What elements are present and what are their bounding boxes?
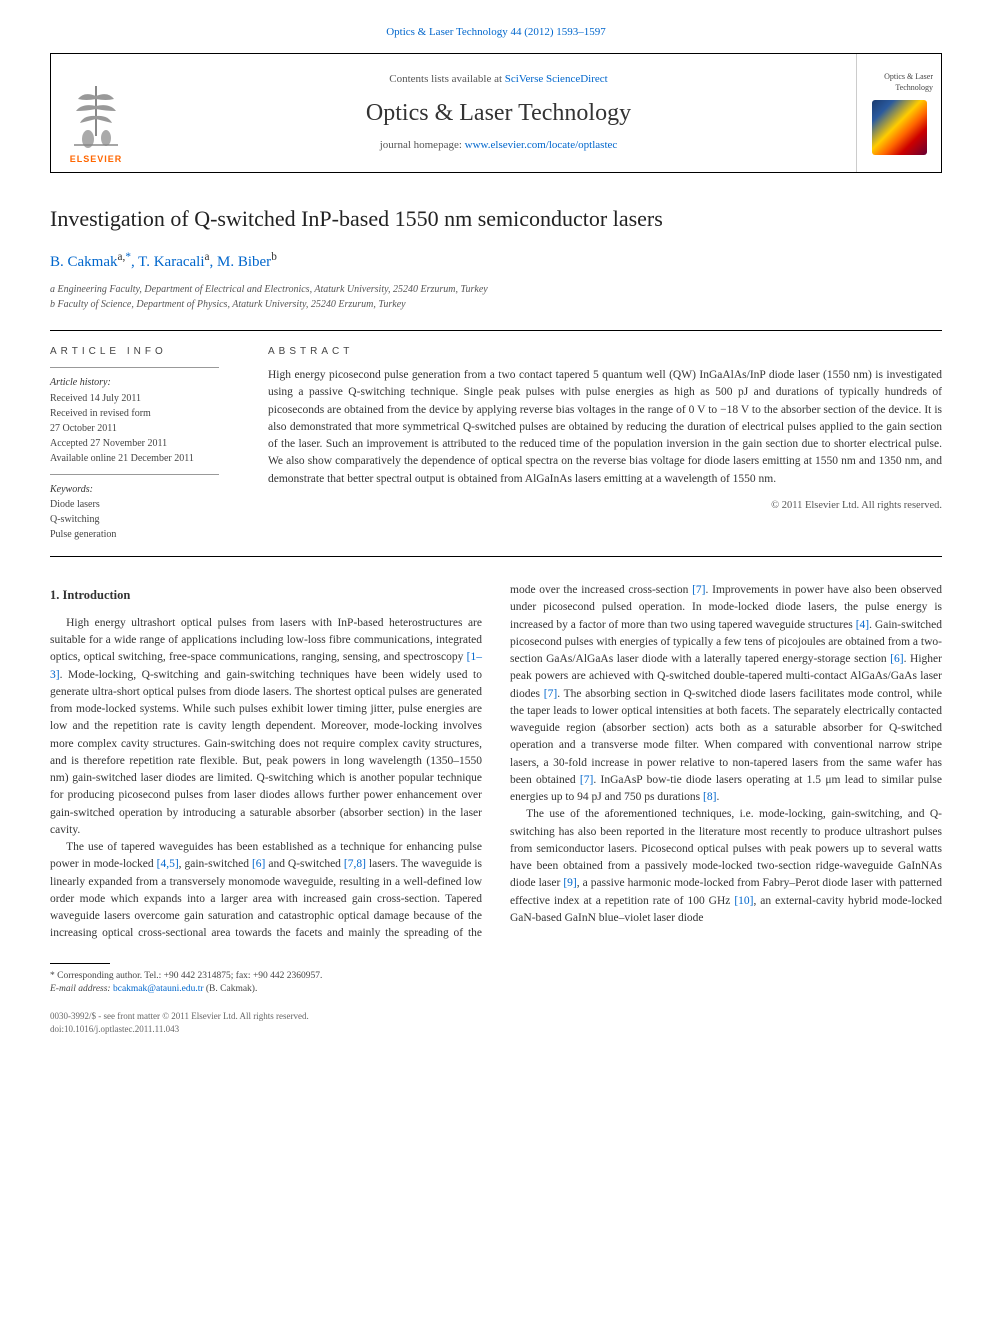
- email-suffix: (B. Cakmak).: [204, 984, 258, 994]
- history-item: Available online 21 December 2011: [50, 451, 238, 466]
- aff-sup-3: b: [271, 251, 277, 263]
- cover-title-line2: Technology: [861, 82, 937, 94]
- journal-name: Optics & Laser Technology: [141, 96, 856, 131]
- history-item: Received in revised form: [50, 406, 238, 421]
- body-text: and Q-switched: [265, 858, 344, 870]
- abstract-text: High energy picosecond pulse generation …: [268, 367, 942, 488]
- author-list: B. Cakmaka,*, T. Karacalia, M. Biberb: [50, 249, 942, 274]
- body-text: High energy ultrashort optical pulses fr…: [50, 617, 482, 664]
- citation-link[interactable]: [7]: [544, 688, 557, 700]
- homepage-line: journal homepage: www.elsevier.com/locat…: [141, 138, 856, 154]
- issn-line: 0030-3992/$ - see front matter © 2011 El…: [50, 1010, 942, 1023]
- top-citation-link[interactable]: Optics & Laser Technology 44 (2012) 1593…: [50, 25, 942, 41]
- footnote-separator: [50, 963, 110, 964]
- citation-link[interactable]: [7,8]: [344, 858, 366, 870]
- history-item: 27 October 2011: [50, 421, 238, 436]
- body-columns: 1. Introduction High energy ultrashort o…: [50, 582, 942, 943]
- citation-link[interactable]: [10]: [734, 895, 753, 907]
- affiliations: a Engineering Faculty, Department of Ele…: [50, 282, 942, 312]
- author-link-3[interactable]: , M. Biber: [210, 254, 272, 270]
- body-paragraph: The use of the aforementioned techniques…: [510, 806, 942, 927]
- article-title: Investigation of Q-switched InP-based 15…: [50, 203, 942, 235]
- citation-link[interactable]: [7]: [580, 774, 593, 786]
- header-center: Contents lists available at SciVerse Sci…: [141, 54, 856, 172]
- email-link[interactable]: bcakmak@atauni.edu.tr: [113, 984, 204, 994]
- history-label: Article history:: [50, 376, 238, 391]
- info-abstract-row: ARTICLE INFO Article history: Received 1…: [50, 330, 942, 558]
- homepage-prefix: journal homepage:: [380, 139, 465, 151]
- citation-link[interactable]: [9]: [563, 877, 576, 889]
- info-divider-2: [50, 474, 219, 475]
- email-label: E-mail address:: [50, 984, 113, 994]
- abstract-label: ABSTRACT: [268, 345, 942, 360]
- history-item: Received 14 July 2011: [50, 391, 238, 406]
- history-items: Received 14 July 2011 Received in revise…: [50, 391, 238, 466]
- citation-link[interactable]: [8]: [703, 791, 716, 803]
- affiliation-b: b Faculty of Science, Department of Phys…: [50, 297, 942, 312]
- cover-image-icon: [872, 100, 927, 155]
- journal-cover-thumbnail[interactable]: Optics & Laser Technology: [856, 54, 941, 172]
- homepage-link[interactable]: www.elsevier.com/locate/optlastec: [465, 139, 618, 151]
- journal-header: ELSEVIER Contents lists available at Sci…: [50, 53, 942, 173]
- body-paragraph: High energy ultrashort optical pulses fr…: [50, 615, 482, 839]
- elsevier-wordmark: ELSEVIER: [70, 153, 123, 166]
- body-text: , gain-switched: [179, 858, 252, 870]
- keyword-item: Q-switching: [50, 512, 238, 527]
- keywords-items: Diode lasers Q-switching Pulse generatio…: [50, 497, 238, 542]
- sciencedirect-link[interactable]: SciVerse ScienceDirect: [505, 73, 608, 85]
- citation-link[interactable]: [6]: [252, 858, 265, 870]
- article-info-panel: ARTICLE INFO Article history: Received 1…: [50, 331, 250, 557]
- elsevier-tree-icon: [66, 81, 126, 151]
- body-text: . Mode-locking, Q-switching and gain-swi…: [50, 669, 482, 836]
- email-line: E-mail address: bcakmak@atauni.edu.tr (B…: [50, 983, 942, 996]
- affiliation-a: a Engineering Faculty, Department of Ele…: [50, 282, 942, 297]
- info-divider-1: [50, 367, 219, 368]
- body-text: . The absorbing section in Q-switched di…: [510, 688, 942, 786]
- footer-meta: 0030-3992/$ - see front matter © 2011 El…: [50, 1010, 942, 1035]
- citation-link[interactable]: [4]: [856, 619, 869, 631]
- cover-title-line1: Optics & Laser: [861, 71, 937, 83]
- article-info-label: ARTICLE INFO: [50, 345, 238, 360]
- elsevier-logo[interactable]: ELSEVIER: [51, 54, 141, 172]
- author-link-2[interactable]: , T. Karacali: [131, 254, 205, 270]
- history-item: Accepted 27 November 2011: [50, 436, 238, 451]
- citation-link[interactable]: [6]: [890, 653, 903, 665]
- contents-prefix: Contents lists available at: [389, 73, 504, 85]
- abstract-copyright: © 2011 Elsevier Ltd. All rights reserved…: [268, 498, 942, 513]
- doi-line: doi:10.1016/j.optlastec.2011.11.043: [50, 1023, 942, 1036]
- abstract-panel: ABSTRACT High energy picosecond pulse ge…: [250, 331, 942, 557]
- section-1-heading: 1. Introduction: [50, 586, 482, 605]
- keyword-item: Diode lasers: [50, 497, 238, 512]
- contents-available-line: Contents lists available at SciVerse Sci…: [141, 72, 856, 88]
- keyword-item: Pulse generation: [50, 527, 238, 542]
- citation-link[interactable]: [4,5]: [157, 858, 179, 870]
- body-text: .: [716, 791, 719, 803]
- keywords-label: Keywords:: [50, 483, 238, 498]
- author-link-1[interactable]: B. Cakmak: [50, 254, 118, 270]
- citation-link[interactable]: [7]: [692, 584, 705, 596]
- corresponding-author-line: * Corresponding author. Tel.: +90 442 23…: [50, 970, 942, 983]
- corresponding-footnote: * Corresponding author. Tel.: +90 442 23…: [50, 970, 942, 997]
